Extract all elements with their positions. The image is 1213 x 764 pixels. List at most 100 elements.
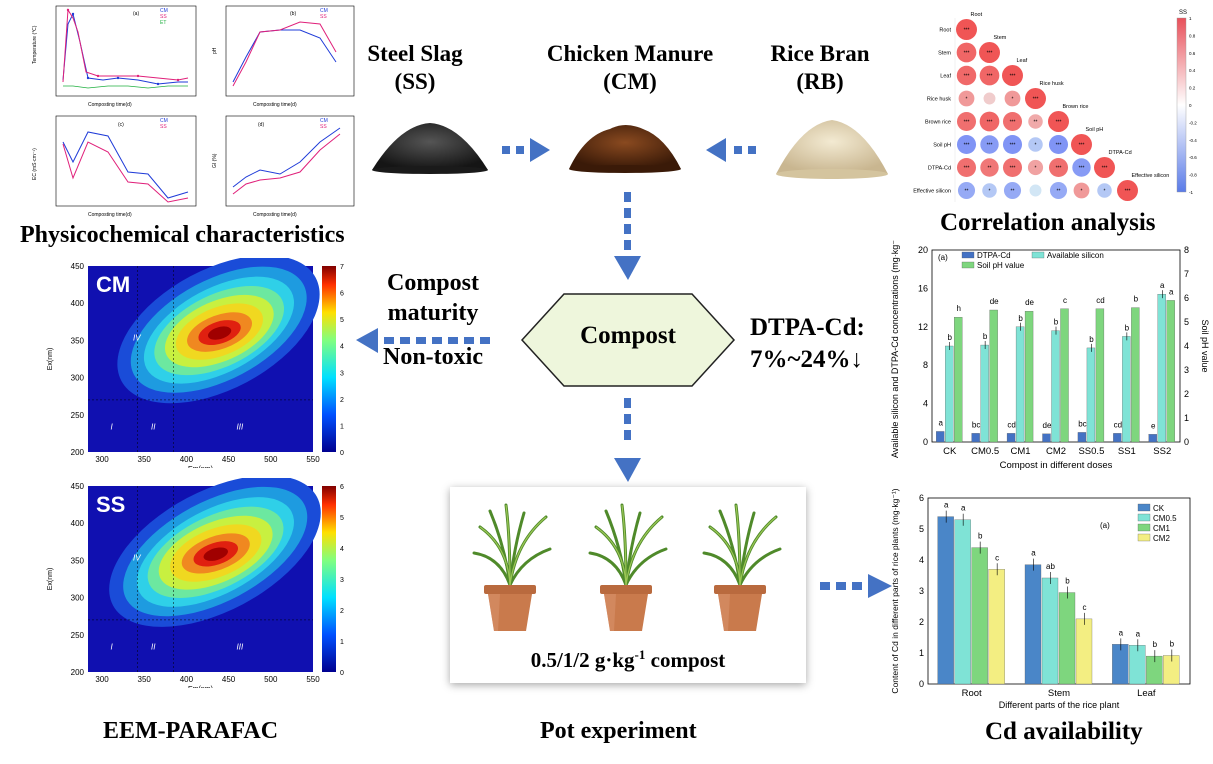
corr-cell	[956, 111, 977, 132]
chart2-letter: b	[1153, 640, 1158, 649]
panel-c-label: (c)	[118, 122, 124, 128]
corr-row-label: DTPA-Cd	[928, 166, 951, 172]
corr-cell	[980, 135, 999, 154]
chart2-letter: c	[1083, 603, 1087, 612]
panel-gi: (d) Composting time(d) GI (%) CM SS	[212, 115, 355, 218]
chart1-bar	[971, 433, 980, 443]
corr-star: **	[988, 166, 992, 172]
physico-title: Physicochemical characteristics	[20, 222, 345, 248]
chart2-bar	[937, 516, 954, 685]
chart2-letter: a	[1119, 628, 1124, 637]
eem-ytick: 300	[71, 594, 85, 603]
chart2-ytick: 2	[919, 617, 924, 627]
panel-d-xlabel: Composting time(d)	[253, 212, 297, 218]
chart1-letter: h	[956, 304, 960, 313]
panel-a-legend-ss: SS	[160, 14, 167, 20]
chart1-ytick: 0	[923, 437, 928, 447]
corr-star: ***	[1079, 143, 1085, 149]
eem-region-i: I	[111, 423, 114, 432]
corr-col-label: Stem	[994, 35, 1007, 41]
corr-colorbar-tick: -0.6	[1189, 155, 1197, 160]
chart1-ytick: 4	[923, 399, 928, 409]
corr-cell	[1097, 183, 1112, 198]
compost-hexagon	[520, 293, 736, 387]
corr-cell	[1048, 134, 1069, 155]
ss-heading: Steel Slag (SS)	[360, 40, 470, 96]
corr-cell	[1002, 65, 1023, 86]
corr-cell	[1048, 111, 1069, 132]
dtpa-line1: DTPA-Cd:	[750, 314, 865, 341]
corr-star: *	[1104, 189, 1106, 195]
chart1-category: SS0.5	[1078, 446, 1104, 457]
corr-star: ***	[1102, 166, 1108, 172]
correlation-heatmap: Root *** Root Stem *** *** Stem Leaf *** *** *** Le…	[895, 4, 1205, 202]
eem-xtick: 500	[264, 455, 278, 464]
rb-heading: Rice Bran (RB)	[760, 40, 880, 96]
corr-cell	[1028, 137, 1043, 152]
eem-colorbar-tick: 1	[340, 639, 344, 646]
eem-ytick: 250	[71, 411, 85, 420]
chart1-letter: a	[938, 418, 943, 427]
corr-cell	[956, 19, 977, 40]
corr-colorbar-tick: 1	[1189, 16, 1192, 21]
chart1-ytick-right: 5	[1184, 317, 1189, 327]
panel-ec: (c) Composting time(d) EC (mS·cm⁻¹) CM S…	[32, 115, 197, 218]
chart1-legend-swatch	[961, 261, 975, 269]
chart2-bar	[1112, 644, 1129, 685]
corr-cell	[979, 42, 1000, 63]
corr-cell	[956, 134, 977, 155]
corr-cell	[979, 65, 1000, 86]
cd-title: Cd availability	[985, 718, 1143, 745]
corr-row-label: Rice husk	[927, 97, 951, 103]
panel-ph: (b) Composting time(d) pH CM SS	[212, 5, 355, 108]
corr-colorbar-tick: 0.6	[1189, 51, 1196, 56]
chart2-letter: c	[995, 553, 999, 562]
chart2-bar	[971, 547, 988, 685]
chart2-legend-swatch	[1137, 523, 1151, 532]
eem-colorbar-tick: 5	[340, 515, 344, 522]
corr-star: *	[1081, 189, 1083, 195]
eem-xtick: 500	[264, 675, 278, 684]
pot-dose-sup: -1	[634, 647, 646, 662]
eem-colorbar-tick: 1	[340, 423, 344, 430]
compost-label: Compost	[580, 322, 676, 349]
chart2-ytick: 5	[919, 524, 924, 534]
eem-ytick: 300	[71, 374, 85, 383]
panel-b-legend-cm: CM	[320, 8, 328, 14]
panel-a-label: (a)	[133, 11, 139, 17]
corr-cell	[958, 90, 975, 107]
eem-panel-ss: I II III IV SS 450 400 350 300 250 200 300 350 400 450…	[40, 475, 360, 693]
eem-contour	[203, 547, 228, 561]
eem-ytick: 450	[71, 482, 85, 491]
corr-star: ***	[1010, 143, 1016, 149]
corr-col-label: Effective silicon	[1132, 173, 1170, 179]
corr-star: **	[965, 189, 969, 195]
corr-cell	[1071, 134, 1092, 155]
panel-c-legend-ss: SS	[160, 124, 167, 130]
chart1-letter: b	[1018, 314, 1023, 323]
eem-ytick: 400	[71, 299, 85, 308]
chart1-ytick-right: 3	[1184, 365, 1189, 375]
chart1-bar	[1157, 294, 1166, 443]
chart2-xlabel: Different parts of the rice plant	[999, 700, 1120, 710]
corr-cell	[957, 181, 976, 200]
chart2-legend-label: CK	[1153, 504, 1165, 513]
corr-row-label: Effective silicon	[913, 189, 951, 195]
corr-cell	[1003, 181, 1022, 200]
corr-star: **	[1034, 120, 1038, 126]
eem-xlabel: Em(nm)	[188, 466, 213, 468]
eem-label: CM	[96, 272, 130, 297]
eem-panel-cm: I II III IV CM 450 400 350 300 250 200 300 350 400 450…	[40, 255, 360, 473]
chart1-letter: b	[983, 332, 988, 341]
chart2-ytick: 6	[919, 493, 924, 503]
corr-star: ***	[1010, 166, 1016, 172]
corr-star: **	[1057, 189, 1061, 195]
corr-cell	[1073, 182, 1090, 199]
corr-row-label: Stem	[938, 51, 951, 57]
chart1-letter: de	[1043, 421, 1052, 430]
chart1-bar	[1051, 330, 1060, 443]
eem-title: EEM-PARAFAC	[103, 718, 279, 744]
chart1-bar	[954, 317, 963, 443]
pot-title: Pot experiment	[540, 718, 697, 744]
